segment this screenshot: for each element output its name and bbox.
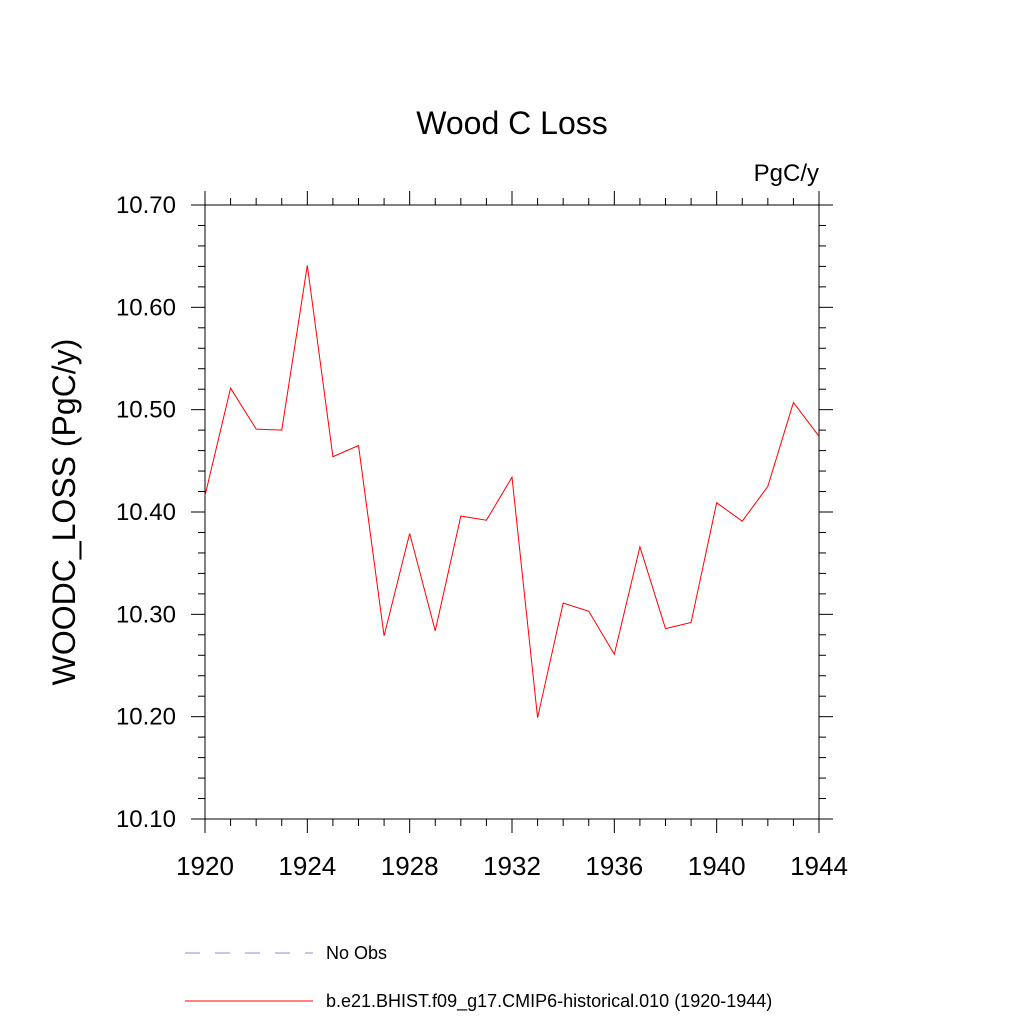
y-tick-label: 10.70: [116, 192, 176, 219]
y-axis-label: WOODC_LOSS (PgC/y): [46, 339, 82, 686]
y-tick-label: 10.10: [116, 806, 176, 833]
legend: No Obs b.e21.BHIST.f09_g17.CMIP6-histori…: [185, 943, 772, 1012]
units-label: PgC/y: [754, 160, 819, 187]
y-tick-label: 10.50: [116, 397, 176, 424]
x-tick-label: 1932: [483, 851, 541, 881]
x-tick-label: 1920: [176, 851, 234, 881]
x-tick-label: 1928: [381, 851, 439, 881]
y-tick-label: 10.60: [116, 294, 176, 321]
chart-title: Wood C Loss: [416, 105, 608, 141]
y-tick-label: 10.40: [116, 499, 176, 526]
axis-ticks: [191, 191, 833, 833]
series-lines: [204, 265, 820, 718]
x-tick-label: 1936: [585, 851, 643, 881]
legend-label-historical: b.e21.BHIST.f09_g17.CMIP6-historical.010…: [326, 991, 772, 1012]
x-tick-label: 1924: [278, 851, 336, 881]
plot-frame: [204, 204, 820, 820]
legend-label-no-obs: No Obs: [326, 943, 387, 963]
x-tick-label: 1944: [790, 851, 848, 881]
x-tick-labels: 1920 1924 1928 1932 1936 1940 1944: [176, 851, 848, 881]
series-line-historical: [204, 265, 820, 718]
y-tick-label: 10.30: [116, 601, 176, 628]
x-tick-label: 1940: [688, 851, 746, 881]
y-tick-labels: 10.10 10.20 10.30 10.40 10.50 10.60 10.70: [116, 192, 176, 833]
y-tick-label: 10.20: [116, 704, 176, 731]
